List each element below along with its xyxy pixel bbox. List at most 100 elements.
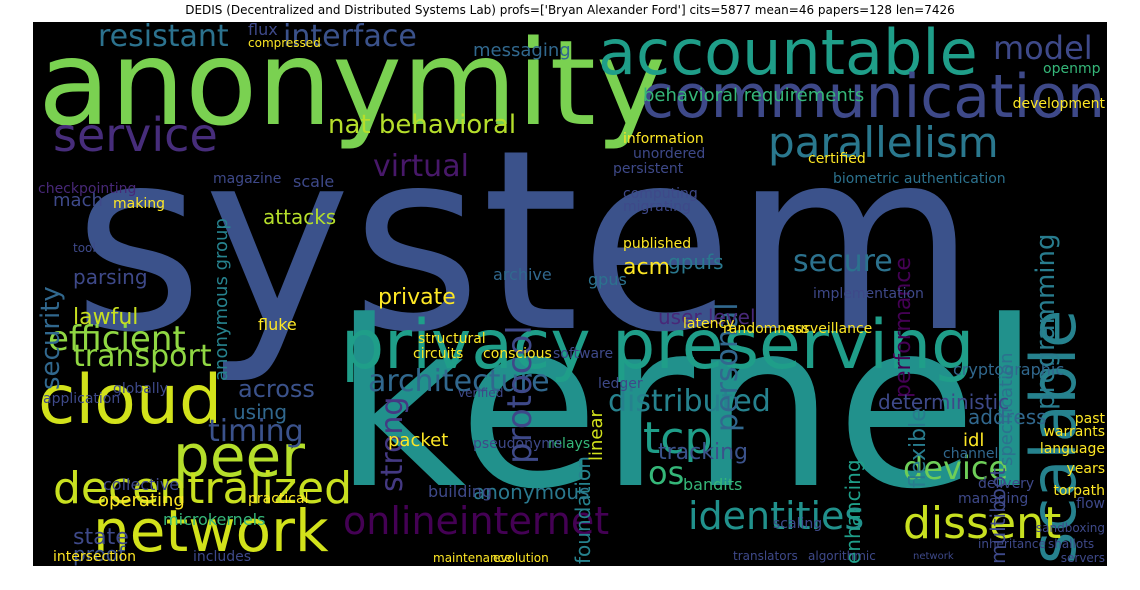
word-compressed: compressed bbox=[248, 36, 321, 50]
word-using: using bbox=[233, 400, 288, 424]
word-bandits: bandits bbox=[683, 475, 743, 494]
word-software: software bbox=[553, 346, 614, 362]
word-decentralized: decentralized bbox=[53, 463, 352, 514]
word-state: state bbox=[73, 525, 129, 550]
word-parsing: parsing bbox=[73, 265, 148, 289]
word-dissent: dissent bbox=[903, 498, 1062, 549]
word-performance: performance bbox=[891, 257, 916, 398]
word-flexible: flexible bbox=[906, 408, 931, 488]
word-latency: latency bbox=[683, 316, 735, 332]
word-certified: certified bbox=[808, 151, 866, 167]
word-globally: globally bbox=[113, 381, 168, 397]
word-packet: packet bbox=[388, 430, 449, 451]
word-evolution: evolution bbox=[493, 551, 549, 565]
word-privacy-preserving: privacy preserving bbox=[341, 306, 975, 385]
word-scale: scale bbox=[293, 172, 335, 191]
word-inheritance: inheritance bbox=[978, 537, 1046, 551]
word-pseudonyms: pseudonyms bbox=[473, 436, 563, 452]
word-behavioral-requirements: behavioral requirements bbox=[643, 85, 865, 106]
word-address: address bbox=[968, 405, 1047, 429]
word-linear: linear bbox=[586, 410, 607, 461]
word-gpufs: gpufs bbox=[668, 250, 724, 274]
word-efficient: efficient bbox=[48, 319, 186, 359]
word-network-small: network bbox=[913, 551, 954, 562]
word-architecture: architecture bbox=[368, 364, 550, 399]
word-intersection: intersection bbox=[53, 549, 137, 565]
word-tcp: tcp bbox=[643, 413, 713, 464]
word-years: years bbox=[1066, 461, 1105, 477]
word-scaling: scaling bbox=[773, 516, 823, 532]
word-private: private bbox=[378, 285, 456, 310]
word-user-level: user level bbox=[658, 305, 756, 329]
word-anonymous: anonymous bbox=[473, 480, 590, 504]
word-anonymity: anonymity bbox=[38, 22, 666, 152]
word-collective: collective bbox=[103, 475, 180, 494]
word-peer: peer bbox=[173, 422, 306, 490]
word-openmp: openmp bbox=[1043, 61, 1101, 77]
figure-title: DEDIS (Decentralized and Distributed Sys… bbox=[185, 3, 955, 17]
word-parallelism: parallelism bbox=[768, 118, 999, 167]
word-making: making bbox=[113, 196, 165, 212]
word-migrating: migrating bbox=[623, 199, 691, 215]
word-practical: practical bbox=[248, 491, 309, 507]
word-resistant: resistant bbox=[98, 22, 229, 54]
word-foundation: foundation bbox=[571, 456, 595, 564]
word-randomness: randomness bbox=[723, 321, 810, 337]
word-identities: identities bbox=[688, 494, 865, 538]
word-ledger: ledger bbox=[598, 376, 643, 392]
word-surveillance: surveillance bbox=[788, 321, 873, 337]
word-language: language bbox=[1039, 441, 1105, 457]
word-fluke: fluke bbox=[258, 315, 297, 334]
word-shallots: shallots bbox=[1048, 537, 1095, 551]
word-mach: mach bbox=[53, 190, 103, 211]
word-torpath: torpath bbox=[1053, 483, 1105, 499]
word-delivery: delivery bbox=[978, 476, 1035, 492]
word-acm: acm bbox=[623, 255, 671, 280]
word-relays: relays bbox=[548, 436, 591, 452]
word-distributed: distributed bbox=[608, 384, 771, 419]
word-idl: idl bbox=[963, 430, 985, 451]
word-includes: includes bbox=[193, 549, 252, 565]
word-device: device bbox=[903, 449, 1009, 487]
word-service: service bbox=[53, 108, 218, 162]
word-checkpointing: checkpointing bbox=[38, 181, 137, 197]
word-biometric-authentication: biometric authentication bbox=[833, 171, 1006, 187]
word-network: network bbox=[93, 497, 329, 565]
word-structural: structural bbox=[418, 331, 486, 347]
word-servers: servers bbox=[1060, 551, 1105, 565]
word-managing: managing bbox=[958, 491, 1029, 507]
word-lawful: lawful bbox=[73, 305, 139, 330]
word-security: security bbox=[36, 286, 66, 390]
word-unordered: unordered bbox=[633, 146, 706, 162]
word-channel: channel bbox=[943, 446, 999, 462]
word-circuits: circuits bbox=[413, 346, 464, 362]
word-anonymous-group: anonymous group bbox=[211, 218, 232, 381]
word-os: os bbox=[648, 454, 685, 492]
word-translators: translators bbox=[733, 549, 798, 563]
word-persistent: persistent bbox=[613, 161, 684, 177]
word-flux: flux bbox=[248, 22, 278, 39]
word-timing: timing bbox=[208, 414, 304, 449]
word-model: model bbox=[993, 29, 1093, 67]
word-implementation: implementation bbox=[813, 286, 924, 302]
word-deterministic: deterministic bbox=[878, 390, 1010, 414]
word-secure: secure bbox=[793, 244, 893, 279]
word-warrants: warrants bbox=[1043, 424, 1105, 440]
word-maintenance: maintenance bbox=[433, 551, 512, 565]
word-archive: archive bbox=[493, 265, 552, 284]
word-programming: programming bbox=[1031, 233, 1061, 410]
word-across: across bbox=[238, 375, 315, 403]
word-cloud: system kernel anonymity accountable communic… bbox=[33, 22, 1107, 566]
word-virtual: virtual bbox=[373, 149, 469, 184]
word-attacks: attacks bbox=[263, 205, 337, 229]
word-microkernels: microkernels bbox=[163, 510, 266, 529]
word-information: information bbox=[623, 131, 704, 147]
word-past: past bbox=[1074, 411, 1105, 427]
word-gpus: gpus bbox=[588, 270, 627, 289]
word-published: published bbox=[623, 236, 692, 252]
word-communication: communication bbox=[640, 62, 1105, 132]
word-interface: interface bbox=[283, 22, 417, 54]
word-cloud: cloud bbox=[38, 361, 223, 440]
word-nat-behavioral: nat behavioral bbox=[328, 110, 517, 140]
word-proof: proof bbox=[73, 542, 125, 566]
